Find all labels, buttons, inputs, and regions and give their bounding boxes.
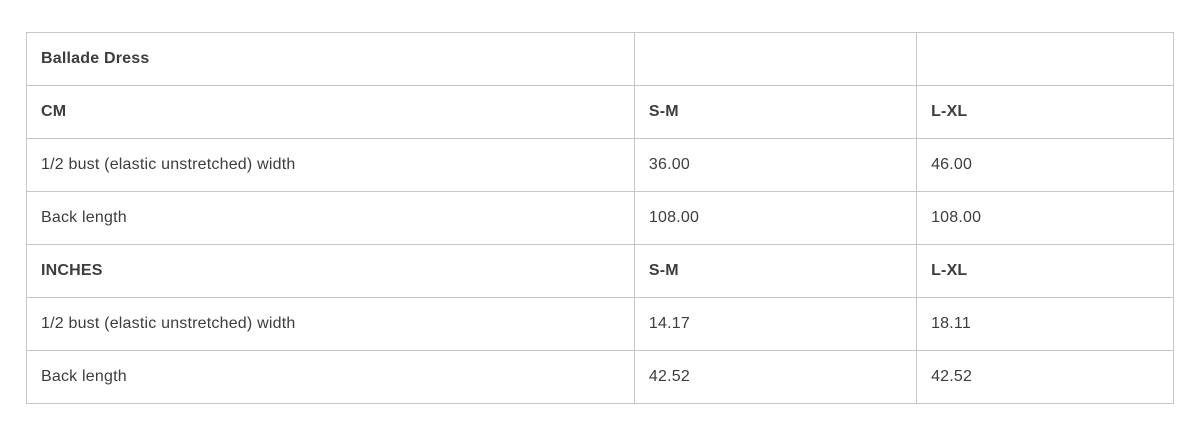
table-row-title: Ballade Dress [26, 32, 1174, 86]
table-row-cm-bust: 1/2 bust (elastic unstretched) width 36.… [26, 138, 1174, 192]
table-row-cm-header: CM S-M L-XL [26, 85, 1174, 139]
size-chart-table: Ballade Dress CM S-M L-XL 1/2 bust (elas… [26, 32, 1174, 404]
chart-title: Ballade Dress [26, 32, 635, 86]
table-row-cm-back-length: Back length 108.00 108.00 [26, 191, 1174, 245]
size-header-sm: S-M [633, 244, 918, 298]
measurement-value-sm: 14.17 [633, 297, 918, 351]
measurement-value-sm: 36.00 [633, 138, 918, 192]
size-header-sm: S-M [633, 85, 918, 139]
table-row-inches-header: INCHES S-M L-XL [26, 244, 1174, 298]
measurement-value-sm: 42.52 [633, 350, 918, 404]
measurement-label: Back length [26, 350, 635, 404]
unit-header-inches: INCHES [26, 244, 635, 298]
size-header-lxl: L-XL [916, 85, 1174, 139]
size-header-lxl: L-XL [916, 244, 1174, 298]
measurement-value-lxl: 46.00 [916, 138, 1174, 192]
table-row-inches-bust: 1/2 bust (elastic unstretched) width 14.… [26, 297, 1174, 351]
measurement-value-lxl: 42.52 [916, 350, 1174, 404]
measurement-value-sm: 108.00 [633, 191, 918, 245]
measurement-label: 1/2 bust (elastic unstretched) width [26, 297, 635, 351]
empty-cell [633, 32, 918, 86]
table-row-inches-back-length: Back length 42.52 42.52 [26, 350, 1174, 404]
measurement-value-lxl: 108.00 [916, 191, 1174, 245]
empty-cell [916, 32, 1174, 86]
unit-header-cm: CM [26, 85, 635, 139]
measurement-label: Back length [26, 191, 635, 245]
measurement-value-lxl: 18.11 [916, 297, 1174, 351]
measurement-label: 1/2 bust (elastic unstretched) width [26, 138, 635, 192]
